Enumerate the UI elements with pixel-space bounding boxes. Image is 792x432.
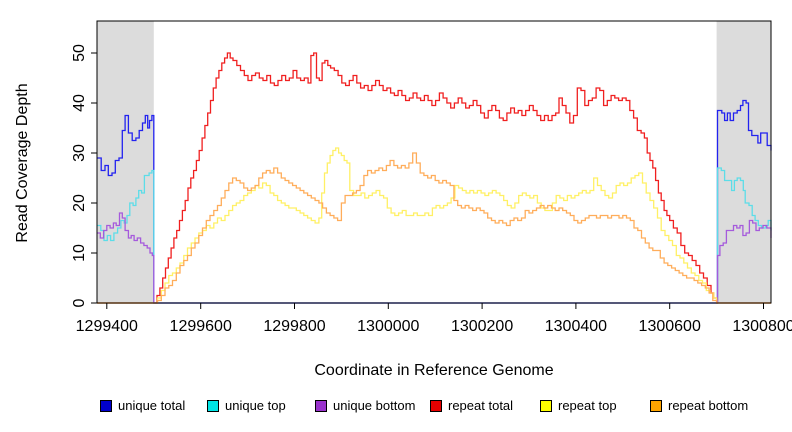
legend-swatch-icon — [100, 400, 112, 412]
series-line-repeat-bottom — [97, 152, 771, 304]
y-tick-label: 40 — [71, 94, 88, 112]
legend-swatch-icon — [315, 400, 327, 412]
x-tick-label: 1300800 — [732, 318, 792, 335]
legend-label: unique bottom — [333, 398, 416, 413]
y-tick-label: 20 — [71, 194, 88, 212]
x-tick-label: 1300600 — [639, 318, 701, 335]
legend-label: repeat top — [558, 398, 617, 413]
legend-label: unique top — [225, 398, 286, 413]
x-tick-label: 1299800 — [263, 318, 325, 335]
y-tick-label: 30 — [71, 144, 88, 162]
y-tick-label: 0 — [71, 298, 88, 307]
legend-swatch-icon — [207, 400, 219, 412]
y-tick-label: 50 — [71, 44, 88, 62]
series-line-unique-bottom — [97, 212, 772, 304]
legend-swatch-icon — [650, 400, 662, 412]
series-line-repeat-top — [97, 147, 771, 304]
legend: unique total unique top unique bottom repea… — [0, 398, 792, 418]
y-tick-label: 10 — [71, 244, 88, 262]
legend-label: unique total — [118, 398, 186, 413]
plot-border — [96, 20, 772, 304]
legend-label: repeat total — [448, 398, 514, 413]
legend-swatch-icon — [540, 400, 552, 412]
series-line-unique-top — [97, 167, 772, 304]
x-tick-label: 1299600 — [170, 318, 232, 335]
shaded-region-unique-flank-left — [97, 21, 154, 303]
series-line-repeat-total — [97, 52, 771, 304]
legend-label: repeat bottom — [668, 398, 749, 413]
x-tick-label: 1299400 — [76, 318, 138, 335]
shaded-region-unique-flank-right — [716, 21, 771, 303]
series-line-unique-total — [97, 99, 772, 304]
x-tick-label: 1300000 — [357, 318, 419, 335]
x-tick-label: 1300200 — [451, 318, 513, 335]
x-axis-title: Coordinate in Reference Genome — [314, 362, 554, 379]
y-axis-title: Read Coverage Depth — [14, 83, 31, 243]
legend-swatch-icon — [430, 400, 442, 412]
x-tick-label: 1300400 — [545, 318, 607, 335]
